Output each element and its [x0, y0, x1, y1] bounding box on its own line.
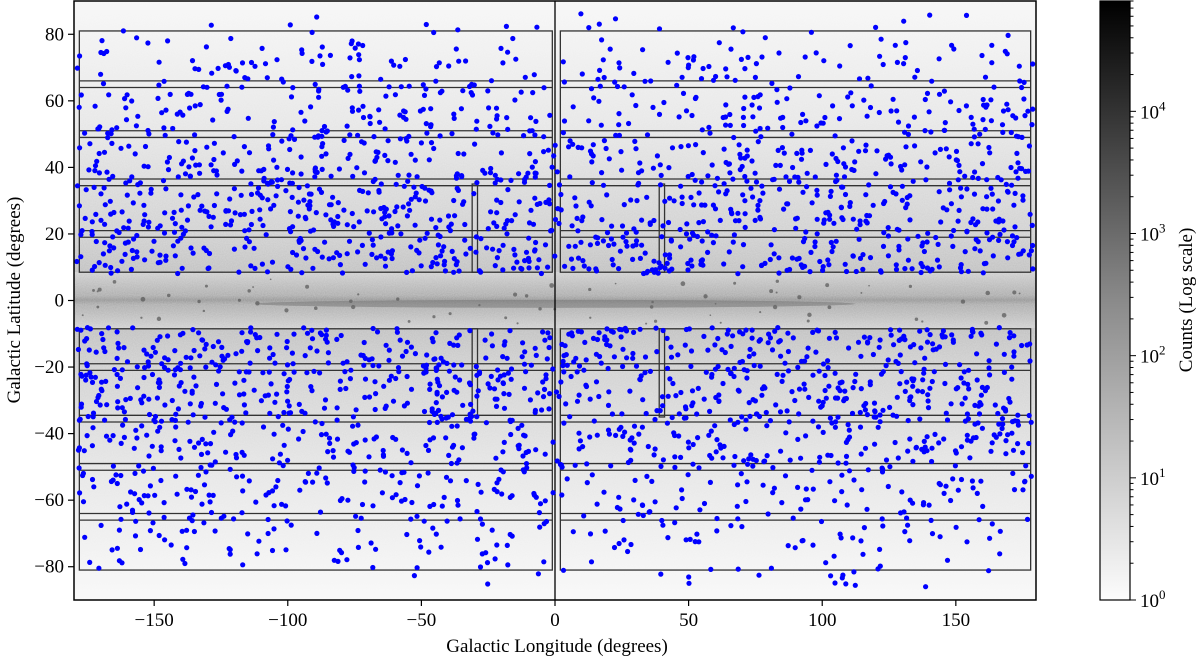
colorbar-ticks: 100 101 102 103 104 [1130, 0, 1166, 612]
survey-box [78, 30, 553, 273]
scatter-points [74, 11, 1036, 590]
colorbar-label: Counts (Log scale) [1176, 228, 1197, 373]
y-axis: 80 60 40 20 0 −20 −40 −60 −80 [34, 24, 74, 578]
x-tick-label: 100 [808, 610, 837, 631]
y-tick-label: 60 [45, 91, 64, 112]
x-tick-label: 150 [942, 610, 971, 631]
colorbar: 100 101 102 103 104 Counts (Log scale) [1099, 0, 1197, 612]
colorbar-tick-label: 101 [1140, 465, 1166, 490]
survey-box [559, 328, 1032, 571]
x-tick-label: 0 [550, 610, 560, 631]
y-tick-label: −20 [34, 357, 64, 378]
colorbar-gradient [1099, 0, 1131, 601]
y-tick-label: 80 [45, 24, 64, 45]
x-axis: −150 −100 −50 0 50 100 150 [135, 600, 971, 631]
y-tick-label: 0 [55, 291, 65, 312]
y-axis-label: Galactic Latitude (degrees) [4, 197, 25, 404]
y-tick-label: 20 [45, 224, 64, 245]
x-tick-label: −100 [268, 610, 307, 631]
x-tick-label: −150 [135, 610, 174, 631]
y-tick-label: −80 [34, 557, 64, 578]
y-tick-label: −60 [34, 490, 64, 511]
y-tick-label: −40 [34, 424, 64, 445]
y-tick-label: 40 [45, 157, 64, 178]
x-tick-label: −50 [407, 610, 437, 631]
x-axis-label: Galactic Longitude (degrees) [446, 636, 668, 657]
colorbar-tick-label: 104 [1140, 98, 1166, 123]
colorbar-tick-label: 103 [1140, 220, 1166, 245]
survey-box [559, 30, 1032, 273]
x-tick-label: 50 [679, 610, 698, 631]
colorbar-tick-label: 102 [1140, 343, 1166, 368]
colorbar-tick-label: 100 [1140, 587, 1166, 612]
